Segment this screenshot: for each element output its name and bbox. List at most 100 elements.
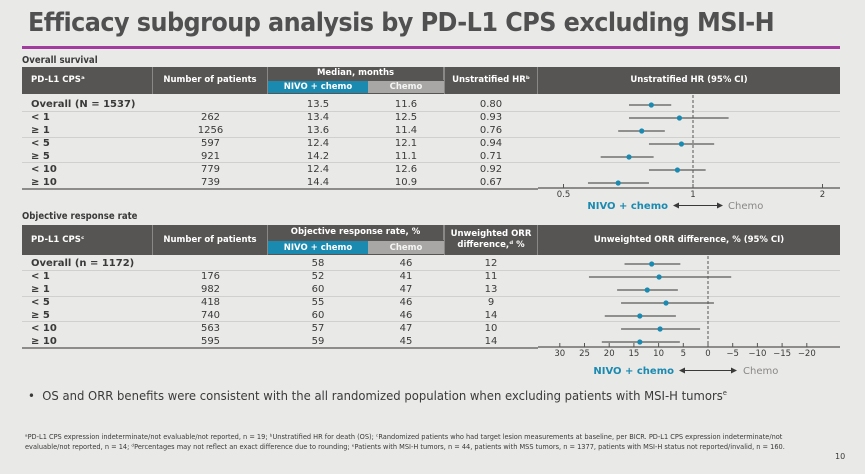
row-cps: ≥ 5 bbox=[31, 151, 50, 162]
row-nivo: 60 bbox=[311, 284, 325, 295]
row-nivo: 58 bbox=[311, 258, 325, 269]
x-tick-label: 15 bbox=[628, 349, 639, 359]
os-header-cps: PD-L1 CPSᵃ bbox=[22, 67, 153, 94]
row-chemo: 11.4 bbox=[394, 125, 418, 136]
os-header-nivo: NIVO + chemo bbox=[268, 81, 368, 93]
row-cps: < 10 bbox=[31, 164, 57, 175]
orr-table-row: Overall (n = 1172) 58 46 12 bbox=[22, 257, 840, 270]
row-chemo: 12.1 bbox=[394, 138, 418, 149]
row-nivo: 14.4 bbox=[306, 177, 330, 188]
row-nivo: 59 bbox=[311, 336, 325, 347]
footnotes: ᵃPD-L1 CPS expression indeterminate/not … bbox=[25, 433, 785, 451]
row-chemo: 41 bbox=[399, 271, 413, 282]
row-hr: 0.94 bbox=[479, 138, 503, 149]
row-chemo: 11.1 bbox=[394, 151, 418, 162]
row-chemo: 46 bbox=[399, 297, 413, 308]
orr-row-separator bbox=[22, 296, 840, 297]
summary-bullet: • OS and ORR benefits were consistent wi… bbox=[28, 388, 727, 403]
row-hr: 0.67 bbox=[479, 177, 503, 188]
bullet-text: OS and ORR benefits were consistent with… bbox=[42, 388, 723, 403]
os-header-median: Median, months bbox=[268, 67, 444, 80]
orr-header-nivo: NIVO + chemo bbox=[268, 241, 368, 254]
orr-table-row: ≥ 5 740 60 46 14 bbox=[22, 309, 840, 322]
page-number: 10 bbox=[835, 452, 846, 461]
orr-table-header: PD-L1 CPSᶜ Number of patients Objective … bbox=[22, 225, 840, 255]
orr-table-row: < 5 418 55 46 9 bbox=[22, 296, 840, 309]
row-orr-difference: 14 bbox=[484, 336, 498, 347]
orr-header-chemo: Chemo bbox=[368, 241, 444, 254]
row-cps: Overall (N = 1537) bbox=[31, 99, 136, 110]
x-tick-label: 25 bbox=[579, 349, 590, 359]
point-estimate bbox=[656, 274, 662, 280]
os-table-row: < 10 779 12.4 12.6 0.92 bbox=[22, 163, 840, 176]
orr-row-separator bbox=[22, 270, 840, 271]
point-estimate bbox=[663, 300, 669, 306]
row-cps: Overall (n = 1172) bbox=[31, 258, 135, 269]
row-nivo: 55 bbox=[311, 297, 325, 308]
os-table-bottom-rule bbox=[22, 188, 538, 190]
row-nivo: 14.2 bbox=[306, 151, 330, 162]
row-hr: 0.80 bbox=[479, 99, 503, 110]
row-patients: 597 bbox=[200, 138, 221, 149]
row-nivo: 13.6 bbox=[306, 125, 330, 136]
os-table-row: ≥ 5 921 14.2 11.1 0.71 bbox=[22, 150, 840, 163]
os-header-patients: Number of patients bbox=[153, 67, 268, 94]
row-cps: < 10 bbox=[31, 323, 57, 334]
os-table-row: ≥ 1 1256 13.6 11.4 0.76 bbox=[22, 124, 840, 137]
row-hr: 0.92 bbox=[479, 164, 503, 175]
row-cps: < 1 bbox=[31, 112, 50, 123]
point-estimate bbox=[649, 261, 655, 267]
os-section-label: Overall survival bbox=[22, 55, 98, 66]
row-cps: < 1 bbox=[31, 271, 50, 282]
row-patients: 982 bbox=[200, 284, 221, 295]
orr-header-patients: Number of patients bbox=[153, 225, 268, 255]
os-header-chemo: Chemo bbox=[368, 81, 444, 93]
row-hr: 0.71 bbox=[479, 151, 503, 162]
title-divider bbox=[22, 46, 840, 49]
row-orr-difference: 14 bbox=[484, 310, 498, 321]
legend-chemo-label: Chemo bbox=[743, 366, 778, 377]
x-tick-label: 1 bbox=[690, 190, 695, 200]
point-estimate bbox=[626, 154, 632, 160]
point-estimate bbox=[674, 167, 681, 173]
row-chemo: 46 bbox=[399, 310, 413, 321]
os-table-row: Overall (N = 1537) 13.5 11.6 0.80 bbox=[22, 98, 840, 111]
row-nivo: 12.4 bbox=[306, 138, 330, 149]
os-table-header: PD-L1 CPSᵃ Number of patients Median, mo… bbox=[22, 67, 840, 94]
row-orr-difference: 12 bbox=[484, 258, 498, 269]
x-tick-label: 10 bbox=[653, 349, 664, 359]
row-patients: 740 bbox=[200, 310, 221, 321]
orr-header-cps: PD-L1 CPSᶜ bbox=[22, 225, 153, 255]
row-cps: < 5 bbox=[31, 138, 50, 149]
bullet-marker: • bbox=[28, 388, 43, 403]
os-header-hr: Unstratified HRᵇ bbox=[444, 67, 538, 94]
orr-header-orr: Objective response rate, % bbox=[268, 225, 444, 240]
row-chemo: 46 bbox=[399, 258, 413, 269]
row-cps: ≥ 10 bbox=[31, 336, 57, 347]
orr-header-plot: Unweighted ORR difference, % (95% CI) bbox=[593, 234, 785, 245]
x-tick-label: 0.5 bbox=[557, 190, 571, 200]
point-estimate bbox=[657, 326, 663, 332]
orr-forest-plot: 30 25 20 15 10 5 0 −5 −10 −15 −20 NIVO + chemo Chemo bbox=[538, 256, 840, 377]
row-chemo: 45 bbox=[399, 336, 413, 347]
point-estimate bbox=[639, 128, 645, 134]
bullet-superscript: e bbox=[722, 388, 727, 397]
row-cps: ≥ 10 bbox=[31, 177, 57, 188]
os-table-row: ≥ 10 739 14.4 10.9 0.67 bbox=[22, 176, 840, 189]
legend-nivo-label: NIVO + chemo bbox=[587, 201, 668, 212]
row-nivo: 13.4 bbox=[306, 112, 330, 123]
x-tick-label: −20 bbox=[798, 349, 816, 359]
row-patients: 262 bbox=[200, 112, 221, 123]
row-cps: ≥ 1 bbox=[31, 125, 50, 136]
row-orr-difference: 11 bbox=[484, 271, 498, 282]
row-hr: 0.93 bbox=[479, 112, 503, 123]
row-chemo: 47 bbox=[399, 284, 413, 295]
row-patients: 779 bbox=[200, 164, 221, 175]
x-tick-label: 0 bbox=[705, 349, 710, 359]
x-tick-label: −15 bbox=[773, 349, 791, 359]
point-estimate bbox=[648, 102, 654, 108]
page-title: Efficacy subgroup analysis by PD-L1 CPS … bbox=[28, 8, 775, 38]
orr-header-diff-line2: difference,ᵈ % bbox=[457, 240, 525, 250]
row-cps: ≥ 1 bbox=[31, 284, 50, 295]
point-estimate bbox=[637, 339, 643, 345]
